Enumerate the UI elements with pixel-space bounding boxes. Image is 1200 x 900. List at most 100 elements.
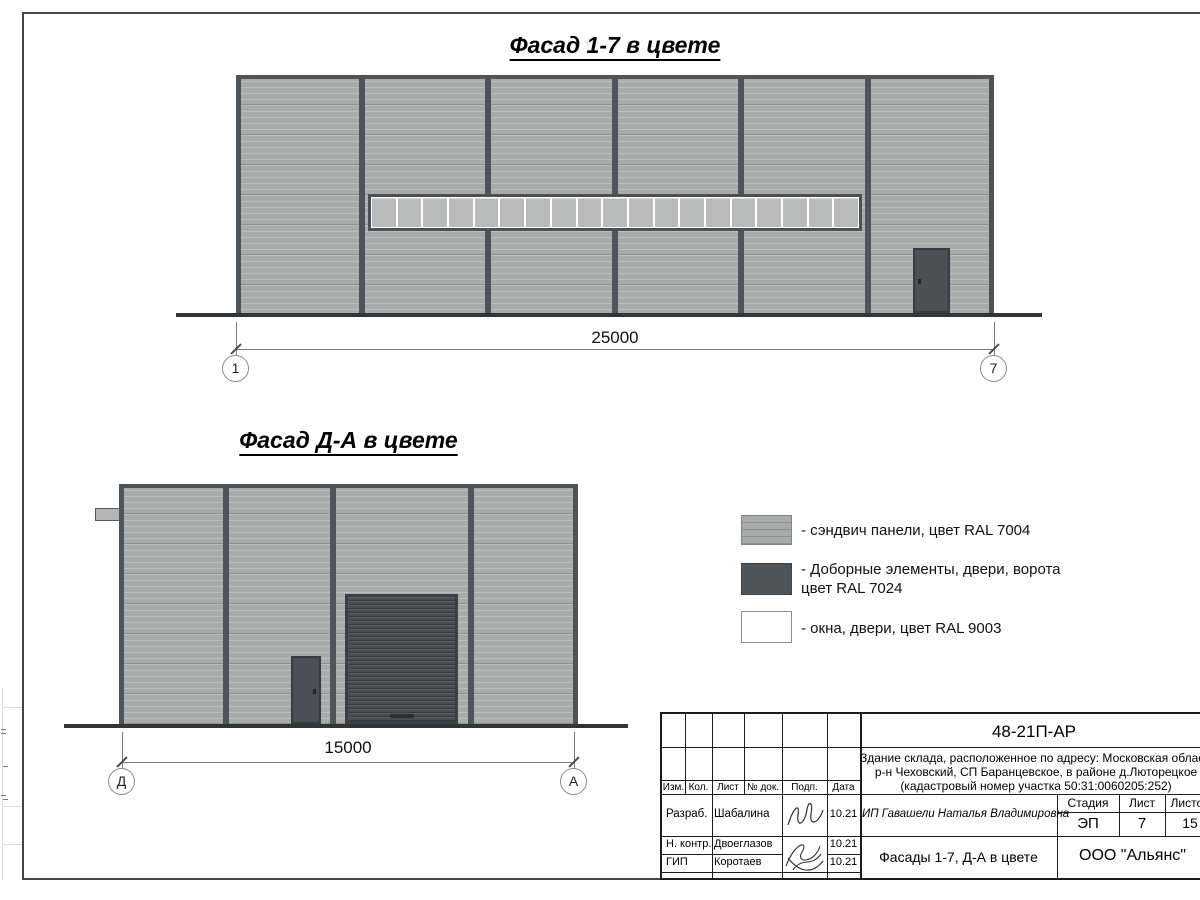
facade-d-a-drawing	[119, 484, 578, 724]
tb-grid-line	[782, 714, 783, 878]
window-pane	[680, 198, 704, 227]
tb-grid-line	[662, 854, 782, 855]
ground-line	[64, 724, 628, 728]
title-block: Изм. Кол. Лист № док. Подп. Дата Разраб.…	[660, 712, 1200, 880]
entry-door	[291, 656, 321, 724]
window-pane	[654, 198, 679, 227]
window-pane	[834, 198, 859, 227]
tb-sheet-label: Лист	[1128, 796, 1156, 810]
tb-grid-line	[860, 714, 862, 878]
dimension-label: 25000	[591, 328, 639, 347]
tb-grid-line	[712, 714, 713, 878]
tb-drawing-title: Фасады 1-7, Д-А в цвете	[879, 849, 1038, 865]
door-handle	[313, 688, 316, 694]
window-pane	[397, 198, 422, 227]
wall-column	[865, 78, 871, 313]
margin-stamp-mark	[1, 795, 6, 796]
dimension-witness-line	[574, 732, 575, 768]
tb-col-kol: Кол.	[688, 782, 709, 793]
margin-line	[2, 806, 22, 807]
tb-col-ndok: № док.	[746, 782, 780, 793]
wall-column	[330, 487, 336, 724]
tb-description-line1: Здание склада, расположенное по адресу: …	[860, 751, 1200, 765]
tb-sheets-label: Листов	[1170, 796, 1200, 810]
tb-role: Разраб.	[666, 808, 708, 820]
gate-handle	[389, 714, 414, 718]
entry-door	[913, 248, 950, 313]
margin-line	[2, 688, 3, 880]
tb-stage-label: Стадия	[1067, 796, 1109, 810]
window-pane	[500, 198, 525, 227]
tb-role: Н. контр.	[666, 838, 712, 850]
dimension-label: 15000	[324, 738, 372, 757]
tb-client: ИП Гавашели Наталья Владимировна	[862, 808, 1070, 820]
wall-column	[359, 78, 365, 313]
margin-stamp-mark	[1, 733, 6, 734]
signature-shabalina	[784, 798, 826, 834]
tb-grid-line	[662, 780, 860, 781]
legend-label-panels: - сэндвич панели, цвет RAL 7004	[801, 522, 1031, 539]
tb-doc-code: 48-21П-АР	[991, 722, 1077, 741]
tb-grid-line	[662, 836, 1200, 837]
facade-1-7-drawing	[236, 75, 994, 313]
facade-1-7-title: Фасад 1-7 в цвете	[509, 32, 721, 58]
legend-label-line2: цвет RAL 7024	[801, 580, 903, 597]
margin-stamp-mark	[3, 799, 8, 800]
window-pane	[526, 198, 550, 227]
dimension-witness-line	[236, 322, 237, 359]
dimension-line	[122, 762, 574, 763]
tb-sheet-value: 7	[1137, 815, 1147, 832]
axis-marker-a: А	[560, 768, 587, 795]
axis-marker-d: Д	[108, 768, 135, 795]
signature-dvoeglazov-korotaev	[781, 836, 827, 876]
margin-line	[2, 844, 22, 845]
window-pane	[783, 198, 807, 227]
tb-description-line3: (кадастровый номер участка 50:31:0060205…	[900, 779, 1172, 793]
legend-swatch-windows	[741, 611, 792, 643]
tb-company: ООО "Альянс"	[1079, 847, 1186, 864]
window-pane	[577, 198, 602, 227]
window-pane	[423, 198, 448, 227]
window-pane	[449, 198, 473, 227]
window-pane	[603, 198, 627, 227]
tb-name: Шабалина	[714, 808, 770, 820]
sheet-frame	[22, 12, 1200, 880]
tb-col-izm: Изм.	[662, 782, 685, 793]
tb-grid-line	[1119, 794, 1120, 836]
tb-sheets-value: 15	[1182, 815, 1198, 831]
tb-grid-line	[827, 714, 828, 878]
window-pane	[628, 198, 653, 227]
tb-grid-line	[662, 747, 1200, 748]
legend-swatch-panels	[741, 515, 792, 545]
tb-col-list: Лист	[717, 782, 739, 793]
legend-label-line1: - Доборные элементы, двери, ворота	[801, 561, 1061, 578]
axis-marker-7: 7	[980, 355, 1007, 382]
tb-name: Двоеглазов	[714, 838, 773, 850]
axis-marker-1: 1	[222, 355, 249, 382]
margin-stamp-mark	[1, 729, 6, 730]
tb-col-data: Дата	[832, 782, 855, 793]
window-pane	[474, 198, 499, 227]
ground-line	[176, 313, 1042, 317]
tb-grid-line	[662, 872, 860, 873]
tb-grid-line	[685, 714, 686, 794]
tb-role: ГИП	[666, 856, 688, 868]
wall-column	[468, 487, 474, 724]
window-pane	[705, 198, 730, 227]
corner-column	[573, 484, 578, 724]
window-strip	[368, 194, 862, 231]
tb-project-description: Здание склада, расположенное по адресу: …	[860, 751, 1200, 793]
window-pane	[551, 198, 576, 227]
tb-stage-value: ЭП	[1077, 815, 1099, 832]
legend-label-windows: - окна, двери, цвет RAL 9003	[801, 620, 1002, 637]
tb-description-line2: р-н Чеховский, СП Баранцевское, в районе…	[874, 765, 1198, 779]
window-pane	[372, 198, 396, 227]
window-pane	[731, 198, 756, 227]
tb-grid-line	[1165, 794, 1166, 836]
tb-grid-line	[827, 854, 860, 855]
eave-band	[119, 484, 578, 488]
margin-line	[2, 707, 22, 708]
tb-date: 10.21	[829, 808, 858, 820]
tb-date: 10.21	[829, 838, 858, 850]
